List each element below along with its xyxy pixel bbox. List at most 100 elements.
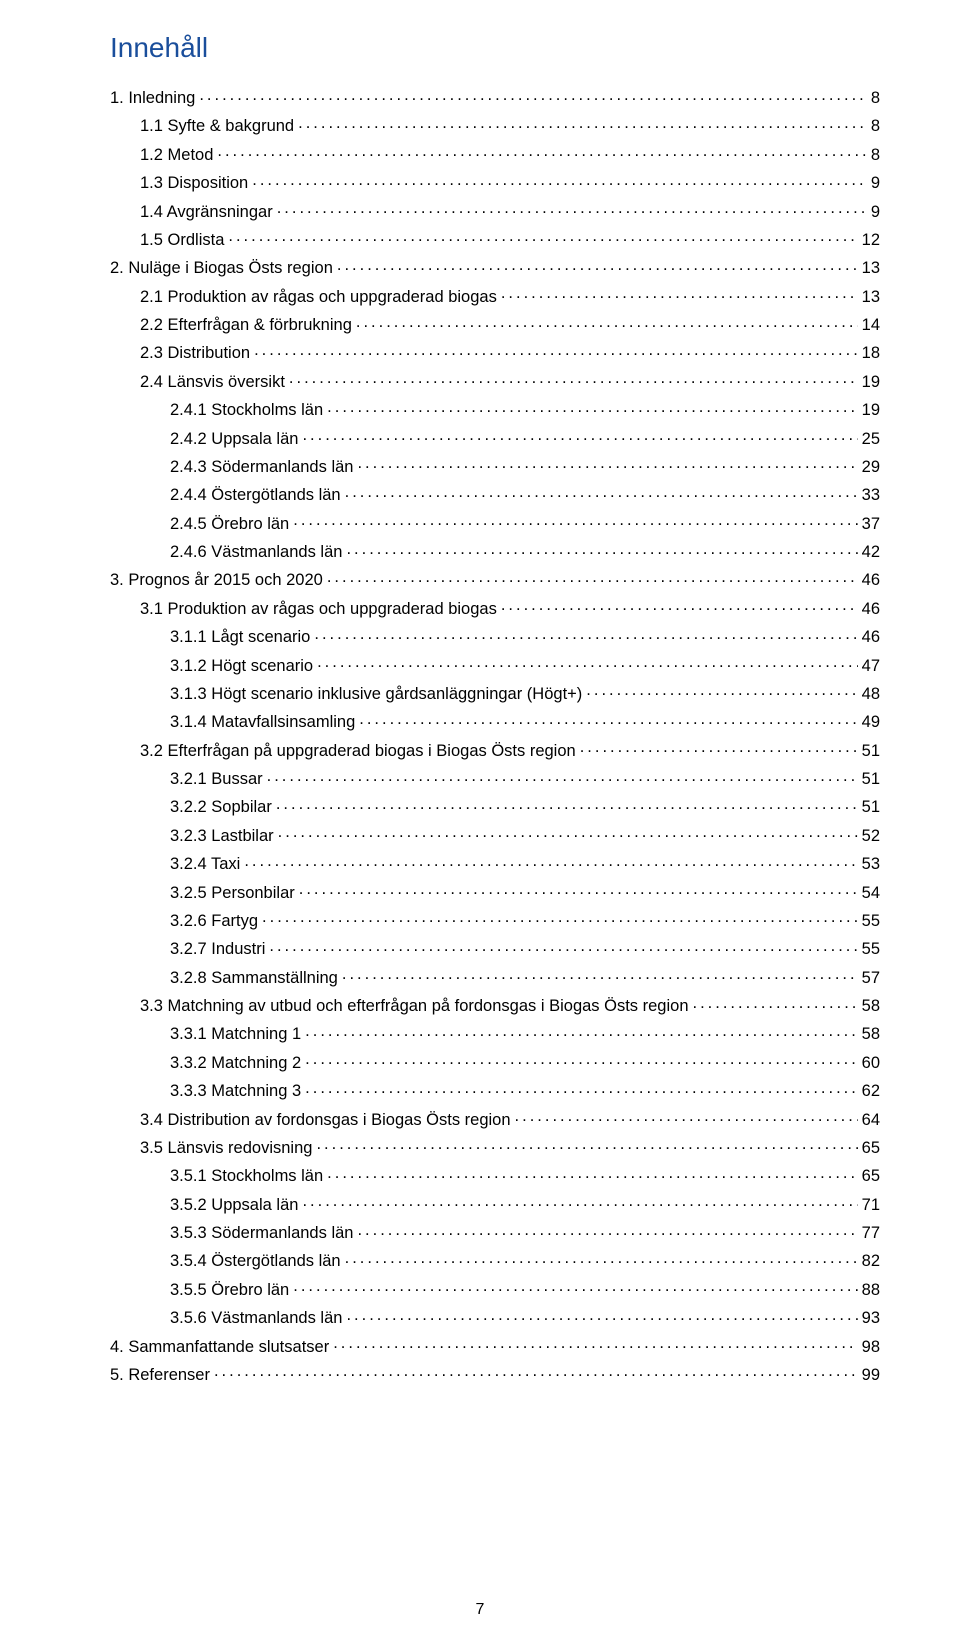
- toc-entry: 1.5 Ordlista12: [110, 226, 880, 254]
- toc-entry-page: 19: [858, 368, 880, 396]
- toc-entry-label: 3.1 Produktion av rågas och uppgraderad …: [140, 595, 501, 623]
- toc-entry-page: 29: [858, 453, 880, 481]
- toc-leader-dots: [214, 1363, 858, 1380]
- toc-leader-dots: [317, 654, 858, 671]
- toc-entry-label: 5. Referenser: [110, 1361, 214, 1389]
- toc-leader-dots: [269, 938, 857, 955]
- toc-leader-dots: [298, 115, 867, 132]
- toc-entry-label: 2.4.5 Örebro län: [170, 510, 293, 538]
- toc-leader-dots: [356, 314, 858, 331]
- toc-entry-label: 2.4.4 Östergötlands län: [170, 481, 345, 509]
- toc-entry-label: 1.1 Syfte & bakgrund: [140, 112, 298, 140]
- toc-leader-dots: [327, 1165, 857, 1182]
- toc-entry-label: 1.5 Ordlista: [140, 226, 228, 254]
- toc-entry: 3.3.3 Matchning 3 62: [110, 1077, 880, 1105]
- toc-entry-label: 2.1 Produktion av rågas och uppgraderad …: [140, 283, 501, 311]
- toc-leader-dots: [580, 739, 858, 756]
- toc-leader-dots: [293, 1278, 857, 1295]
- toc-entry-label: 3.4 Distribution av fordonsgas i Biogas …: [140, 1106, 515, 1134]
- toc-leader-dots: [199, 87, 866, 104]
- toc-entry-page: 64: [858, 1106, 880, 1134]
- toc-entry-label: 3.1.4 Matavfallsinsamling: [170, 708, 359, 736]
- toc-entry-page: 51: [858, 737, 880, 765]
- toc-leader-dots: [293, 512, 857, 529]
- toc-leader-dots: [305, 1051, 857, 1068]
- toc-entry-label: 3.2.4 Taxi: [170, 850, 244, 878]
- toc-leader-dots: [244, 853, 857, 870]
- toc-entry-label: 3.2.6 Fartyg: [170, 907, 262, 935]
- toc-leader-dots: [254, 342, 858, 359]
- toc-entry-label: 1.3 Disposition: [140, 169, 252, 197]
- toc-entry: 1.1 Syfte & bakgrund8: [110, 112, 880, 140]
- toc-entry-page: 52: [858, 822, 880, 850]
- toc-entry-label: 2.2 Efterfrågan & förbrukning: [140, 311, 356, 339]
- toc-entry-label: 3.2.7 Industri: [170, 935, 269, 963]
- toc-entry-page: 14: [858, 311, 880, 339]
- toc-entry-page: 60: [858, 1049, 880, 1077]
- toc-entry-label: 3.5.6 Västmanlands län: [170, 1304, 346, 1332]
- toc-entry-page: 51: [858, 765, 880, 793]
- toc-entry-label: 3.2.3 Lastbilar: [170, 822, 278, 850]
- toc-entry: 3.3.2 Matchning 260: [110, 1049, 880, 1077]
- toc-leader-dots: [302, 427, 857, 444]
- toc-entry-label: 2.4.6 Västmanlands län: [170, 538, 346, 566]
- toc-entry-label: 3.3 Matchning av utbud och efterfrågan p…: [140, 992, 693, 1020]
- document-page: Innehåll 1. Inledning81.1 Syfte & bakgru…: [0, 0, 960, 1643]
- toc-entry: 3.3 Matchning av utbud och efterfrågan p…: [110, 992, 880, 1020]
- table-of-contents: 1. Inledning81.1 Syfte & bakgrund81.2 Me…: [110, 84, 880, 1389]
- toc-entry-page: 25: [858, 425, 880, 453]
- toc-entry-label: 3.5.2 Uppsala län: [170, 1191, 302, 1219]
- toc-entry: 3.1.1 Lågt scenario46: [110, 623, 880, 651]
- toc-entry-label: 3.2.5 Personbilar: [170, 879, 299, 907]
- toc-leader-dots: [515, 1108, 858, 1125]
- toc-entry-page: 47: [858, 652, 880, 680]
- toc-leader-dots: [289, 370, 858, 387]
- toc-entry-page: 55: [858, 907, 880, 935]
- toc-entry-label: 3.2.1 Bussar: [170, 765, 267, 793]
- toc-entry-label: 1.2 Metod: [140, 141, 217, 169]
- toc-entry-label: 2. Nuläge i Biogas Östs region: [110, 254, 337, 282]
- toc-leader-dots: [333, 1335, 857, 1352]
- toc-entry-page: 58: [858, 992, 880, 1020]
- toc-entry-page: 71: [858, 1191, 880, 1219]
- toc-entry: 3.2.4 Taxi53: [110, 850, 880, 878]
- toc-entry-page: 13: [858, 254, 880, 282]
- toc-entry: 1. Inledning8: [110, 84, 880, 112]
- toc-entry: 1.4 Avgränsningar9: [110, 198, 880, 226]
- toc-leader-dots: [345, 484, 858, 501]
- toc-leader-dots: [586, 682, 857, 699]
- toc-leader-dots: [276, 796, 858, 813]
- toc-leader-dots: [217, 143, 866, 160]
- toc-entry-page: 65: [858, 1162, 880, 1190]
- toc-leader-dots: [316, 1136, 857, 1153]
- toc-entry: 3.2.7 Industri55: [110, 935, 880, 963]
- toc-entry-label: 3.2.2 Sopbilar: [170, 793, 276, 821]
- toc-entry: 5. Referenser99: [110, 1361, 880, 1389]
- toc-entry: 3.1 Produktion av rågas och uppgraderad …: [110, 595, 880, 623]
- toc-leader-dots: [278, 824, 858, 841]
- toc-entry: 2.3 Distribution18: [110, 339, 880, 367]
- toc-entry: 2.4.2 Uppsala län25: [110, 425, 880, 453]
- toc-leader-dots: [359, 711, 857, 728]
- toc-entry-label: 3.5.1 Stockholms län: [170, 1162, 327, 1190]
- toc-leader-dots: [299, 881, 858, 898]
- toc-entry-label: 3.1.3 Högt scenario inklusive gårdsanläg…: [170, 680, 586, 708]
- toc-entry-label: 1. Inledning: [110, 84, 199, 112]
- toc-entry: 2.2 Efterfrågan & förbrukning 14: [110, 311, 880, 339]
- toc-entry-page: 13: [858, 283, 880, 311]
- toc-entry-page: 46: [858, 566, 880, 594]
- toc-leader-dots: [228, 228, 857, 245]
- toc-entry-label: 3.3.3 Matchning 3: [170, 1077, 305, 1105]
- toc-leader-dots: [337, 257, 858, 274]
- toc-entry: 2.4.6 Västmanlands län 42: [110, 538, 880, 566]
- toc-leader-dots: [357, 1222, 857, 1239]
- toc-entry-page: 62: [858, 1077, 880, 1105]
- toc-entry-label: 3.5.3 Södermanlands län: [170, 1219, 357, 1247]
- toc-entry-page: 42: [858, 538, 880, 566]
- toc-entry: 3.2.2 Sopbilar51: [110, 793, 880, 821]
- toc-leader-dots: [267, 768, 858, 785]
- toc-entry-page: 48: [858, 680, 880, 708]
- toc-entry-label: 2.4.3 Södermanlands län: [170, 453, 357, 481]
- toc-entry-label: 3. Prognos år 2015 och 2020: [110, 566, 327, 594]
- toc-entry-label: 3.5.5 Örebro län: [170, 1276, 293, 1304]
